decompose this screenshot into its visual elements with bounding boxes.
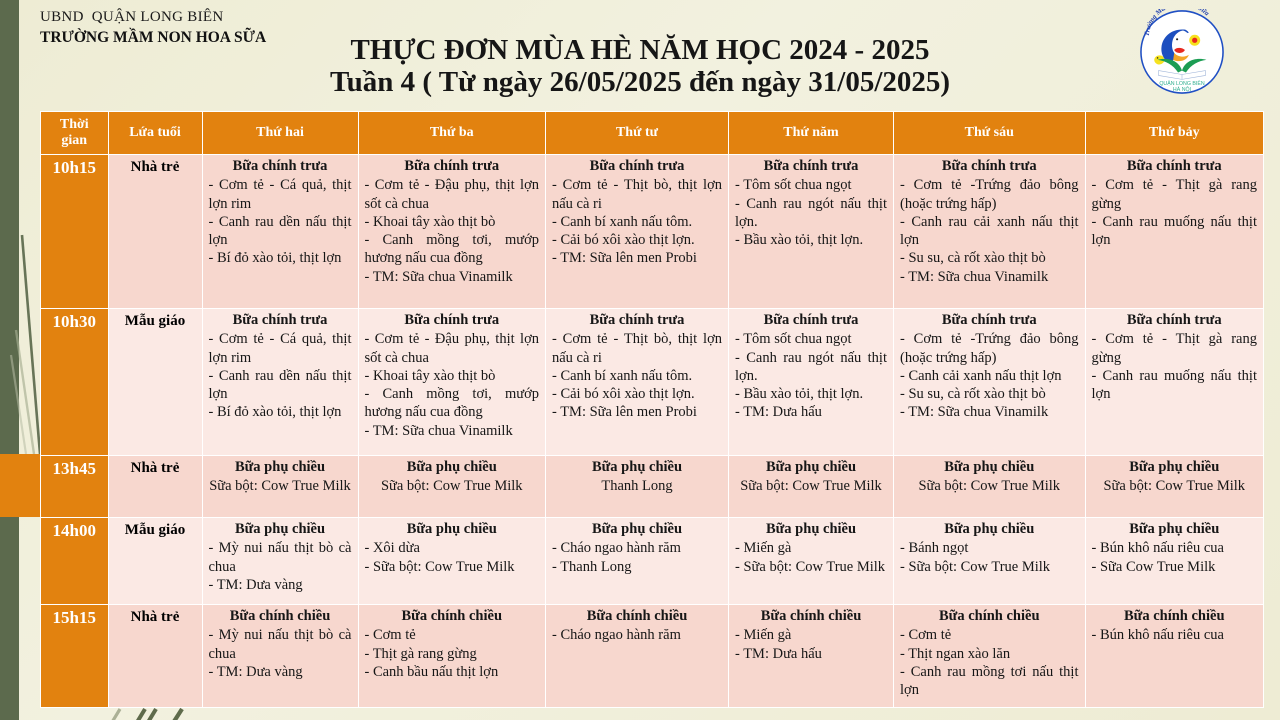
- svg-text:HÀ NỘI: HÀ NỘI: [1173, 86, 1191, 93]
- svg-text:QUẬN LONG BIÊN: QUẬN LONG BIÊN: [1159, 79, 1205, 87]
